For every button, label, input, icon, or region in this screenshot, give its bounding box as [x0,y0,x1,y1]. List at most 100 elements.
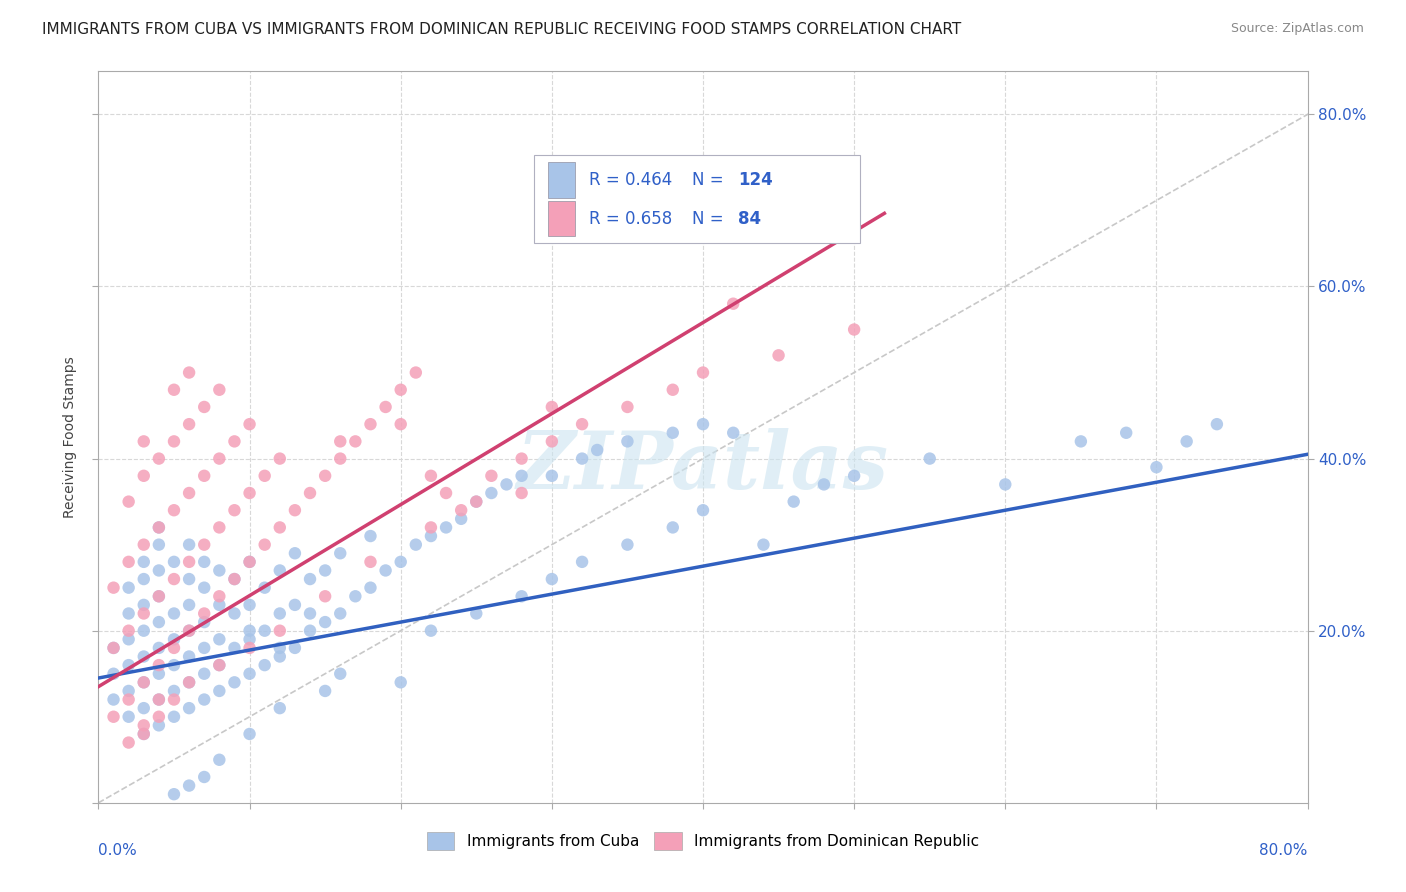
Point [1144,460,1167,475]
Point [450,503,472,517]
Point [148,640,170,655]
Point [253,624,276,638]
Point [813,477,835,491]
Point [253,538,276,552]
Point [163,555,186,569]
Point [314,589,336,603]
Point [132,598,155,612]
Point [540,434,562,449]
Point [692,417,714,432]
Point [299,624,322,638]
Point [723,425,745,440]
Point [148,589,170,603]
Point [239,555,262,569]
Point [179,538,201,552]
Point [118,658,141,673]
Point [208,658,231,673]
Point [179,701,201,715]
Point [163,572,186,586]
Point [314,564,336,578]
Point [208,598,231,612]
Point [224,572,246,586]
Text: R = 0.464: R = 0.464 [589,171,672,189]
Point [148,451,170,466]
Legend: Immigrants from Cuba, Immigrants from Dominican Republic: Immigrants from Cuba, Immigrants from Do… [427,832,979,850]
Point [103,640,125,655]
Text: Source: ZipAtlas.com: Source: ZipAtlas.com [1230,22,1364,36]
Point [723,296,745,310]
Point [571,555,593,569]
Point [239,640,262,655]
Point [510,589,533,603]
Point [118,632,141,647]
Point [132,727,155,741]
Point [752,538,775,552]
Point [481,486,503,500]
Point [148,718,170,732]
Point [148,692,170,706]
Point [269,520,291,534]
Point [179,366,201,380]
Point [118,710,141,724]
Point [148,615,170,629]
Point [284,503,307,517]
Point [844,322,866,336]
Point [329,546,352,560]
Point [314,684,336,698]
Point [179,572,201,586]
Point [148,666,170,681]
Point [540,572,562,586]
Point [269,451,291,466]
Point [132,675,155,690]
Text: N =: N = [692,210,728,227]
Point [118,624,141,638]
Point [420,520,443,534]
Bar [548,201,575,236]
Point [434,520,457,534]
Point [224,572,246,586]
Point [540,468,562,483]
Point [179,624,201,638]
Point [118,555,141,569]
Point [193,615,215,629]
Point [163,607,186,621]
Point [269,649,291,664]
Point [253,468,276,483]
Bar [548,162,575,198]
Point [148,520,170,534]
Point [239,417,262,432]
Point [132,607,155,621]
Point [253,658,276,673]
Point [374,400,396,414]
Point [163,383,186,397]
Point [284,546,307,560]
Point [329,434,352,449]
Point [163,658,186,673]
Point [179,779,201,793]
Point [179,417,201,432]
Point [299,607,322,621]
Point [132,675,155,690]
Point [193,400,215,414]
Point [661,383,683,397]
Text: N =: N = [692,171,728,189]
Point [783,494,806,508]
Point [148,658,170,673]
Point [132,538,155,552]
Point [329,607,352,621]
Point [344,589,367,603]
Point [118,607,141,621]
Point [389,383,412,397]
Point [224,434,246,449]
Point [405,366,427,380]
Point [389,555,412,569]
Point [163,710,186,724]
Point [163,503,186,517]
Point [253,581,276,595]
Point [118,735,141,749]
Point [269,624,291,638]
Point [844,468,866,483]
Point [163,692,186,706]
Point [208,520,231,534]
Point [616,434,638,449]
